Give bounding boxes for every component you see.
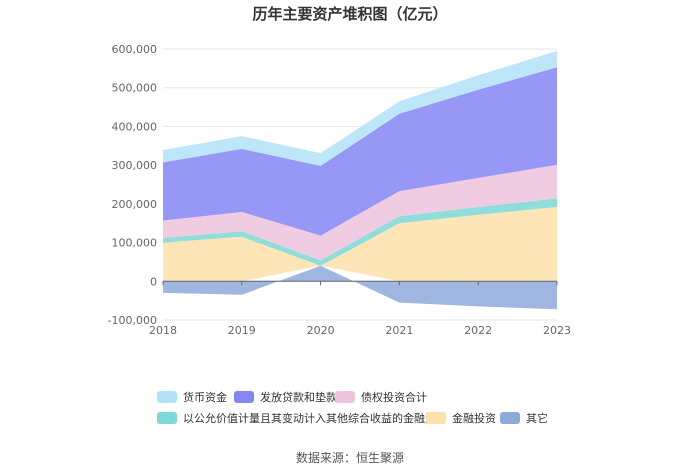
legend-swatch — [335, 391, 355, 403]
legend-swatch — [157, 391, 177, 403]
y-tick-label: 500,000 — [112, 82, 158, 95]
x-tick-label: 2022 — [464, 324, 492, 337]
chart-title: 历年主要资产堆积图（亿元） — [252, 5, 448, 23]
legend-item-financial-investment[interactable]: 金融投资 — [426, 410, 496, 426]
legend-item-other[interactable]: 其它 — [500, 410, 548, 426]
area-series-债权投资合计[interactable] — [163, 164, 557, 261]
legend-label: 其它 — [526, 412, 548, 425]
y-tick-label: 600,000 — [112, 43, 158, 56]
legend-item-loans[interactable]: 发放贷款和垫款 — [234, 389, 337, 405]
x-tick-label: 2021 — [385, 324, 413, 337]
legend-swatch — [234, 391, 254, 403]
legend-label: 以公允价值计量且其变动计入其他综合收益的金融资产 — [183, 412, 447, 425]
x-tick-label: 2020 — [307, 324, 335, 337]
legend-label: 债权投资合计 — [361, 391, 427, 404]
y-tick-label: -100,000 — [108, 314, 157, 327]
area-series-发放贷款和垫款[interactable] — [163, 67, 557, 236]
data-source: 数据来源：恒生聚源 — [295, 451, 404, 465]
legend-label: 发放贷款和垫款 — [260, 391, 337, 404]
x-tick-label: 2023 — [543, 324, 571, 337]
series-areas — [163, 50, 557, 310]
legend-item-fvoci-assets[interactable]: 以公允价值计量且其变动计入其他综合收益的金融资产 — [157, 410, 447, 426]
legend-swatch — [500, 412, 520, 424]
legend-swatch — [426, 412, 446, 424]
area-series-其它[interactable] — [163, 265, 557, 310]
y-axis: -100,000 0 100,000 200,000 300,000 400,000 500… — [108, 43, 157, 327]
legend-item-debt-investment[interactable]: 债权投资合计 — [335, 389, 427, 405]
x-tick-label: 2019 — [228, 324, 256, 337]
y-tick-label: 0 — [150, 275, 157, 288]
y-tick-label: 100,000 — [112, 237, 158, 250]
legend-label: 金融投资 — [452, 412, 496, 425]
legend-item-cash[interactable]: 货币资金 — [157, 389, 227, 405]
legend-label: 货币资金 — [183, 391, 227, 404]
area-series-金融投资[interactable] — [163, 207, 557, 282]
area-series-以公允价值计量且其变动计入其他综合收益的金融资产[interactable] — [163, 198, 557, 266]
y-tick-label: 300,000 — [112, 159, 158, 172]
x-axis: 2018 2019 2020 2021 2022 2023 — [149, 280, 571, 337]
legend-swatch — [157, 412, 177, 424]
y-tick-label: 400,000 — [112, 120, 158, 133]
area-series-货币资金[interactable] — [163, 50, 557, 166]
x-tick-label: 2018 — [149, 324, 177, 337]
y-tick-label: 200,000 — [112, 198, 158, 211]
